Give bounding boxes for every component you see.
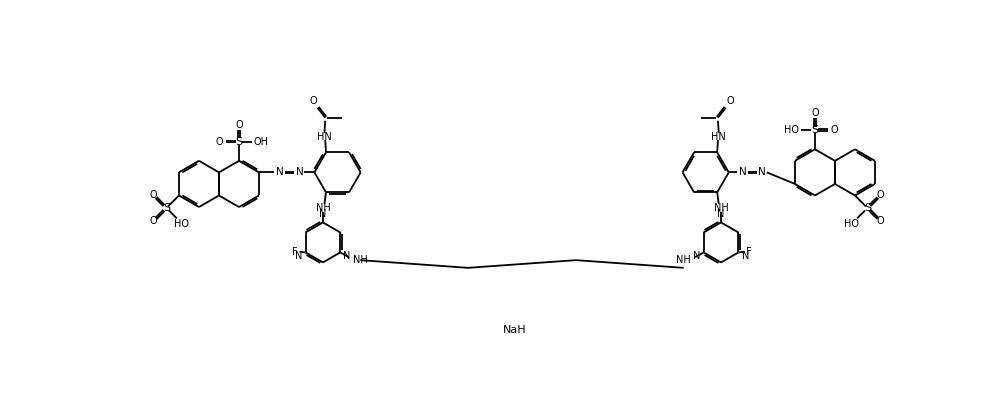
- Text: N: N: [759, 168, 766, 177]
- Text: NH: NH: [316, 203, 331, 213]
- Text: N: N: [718, 209, 725, 220]
- Text: N: N: [276, 168, 284, 177]
- Text: N: N: [344, 251, 351, 262]
- Text: O: O: [310, 96, 317, 106]
- Text: NH: NH: [354, 255, 368, 265]
- Text: HO: HO: [844, 218, 859, 229]
- Text: N: N: [742, 251, 749, 262]
- Text: HO: HO: [784, 125, 799, 135]
- Text: N: N: [693, 251, 700, 262]
- Text: O: O: [727, 96, 734, 106]
- Text: S: S: [811, 125, 818, 135]
- Text: O: O: [150, 190, 157, 200]
- Text: OH: OH: [253, 137, 268, 146]
- Text: O: O: [811, 108, 819, 118]
- Text: S: S: [235, 137, 242, 146]
- Text: F: F: [747, 247, 752, 257]
- Text: HN: HN: [317, 132, 332, 142]
- Text: O: O: [150, 216, 157, 226]
- Text: O: O: [216, 137, 223, 146]
- Text: N: N: [295, 168, 304, 177]
- Text: N: N: [294, 251, 303, 262]
- Text: HN: HN: [712, 132, 726, 142]
- Text: S: S: [163, 203, 170, 213]
- Text: S: S: [864, 203, 871, 213]
- Text: NH: NH: [714, 203, 729, 213]
- Text: NaH: NaH: [502, 325, 527, 335]
- Text: HO: HO: [175, 218, 190, 229]
- Text: O: O: [235, 119, 243, 130]
- Text: N: N: [320, 209, 327, 220]
- Text: O: O: [876, 190, 884, 200]
- Text: O: O: [876, 216, 884, 226]
- Text: F: F: [292, 247, 297, 257]
- Text: NH: NH: [675, 255, 690, 265]
- Text: O: O: [830, 125, 838, 135]
- Text: N: N: [739, 168, 747, 177]
